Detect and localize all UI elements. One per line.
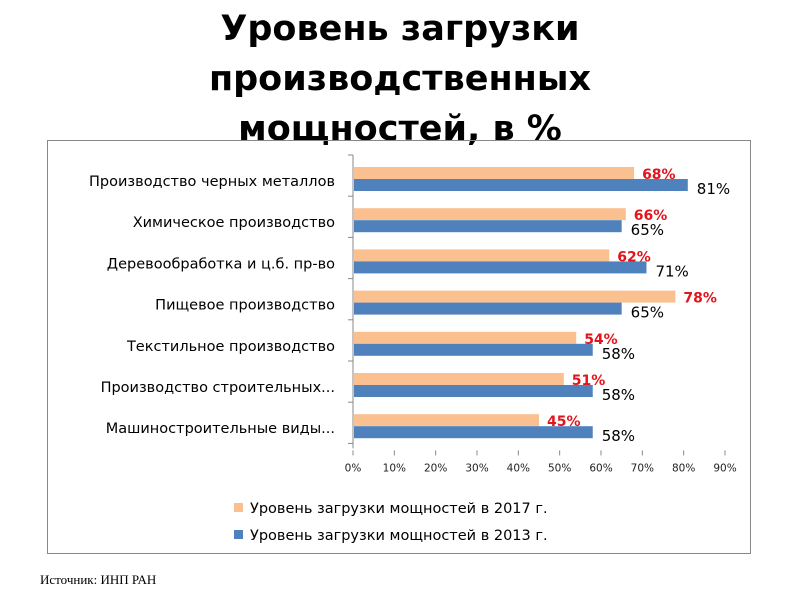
- bar-2013: [354, 385, 593, 397]
- bar-2017: [354, 331, 577, 344]
- title-line: мощностей, в %: [238, 109, 562, 149]
- category-label: Производство строительных...: [101, 380, 335, 396]
- data-label-2013: 65%: [631, 304, 664, 322]
- bar-2017: [354, 414, 539, 427]
- bar-2017: [354, 167, 635, 179]
- title-line: производственных: [208, 59, 592, 99]
- x-tick-label: 10%: [383, 462, 406, 474]
- x-tick-label: 0%: [345, 462, 362, 474]
- legend-label: Уровень загрузки мощностей в 2017 г.: [250, 501, 548, 517]
- data-label-2013: 58%: [602, 427, 635, 445]
- bar-2017: [354, 208, 626, 221]
- data-label-2013: 71%: [655, 262, 688, 280]
- source-note: Источник: ИНП РАН: [40, 572, 157, 587]
- legend-label: Уровень загрузки мощностей в 2013 г.: [250, 528, 548, 544]
- category-label: Пищевое производство: [155, 298, 335, 314]
- x-tick-label: 70%: [631, 462, 654, 474]
- x-tick-label: 50%: [548, 462, 571, 474]
- legend-swatch: [234, 503, 243, 512]
- bar-2013: [354, 426, 593, 439]
- x-tick-label: 20%: [424, 462, 447, 474]
- data-label-2017: 78%: [683, 291, 717, 307]
- x-tick-label: 90%: [713, 462, 736, 474]
- title-line: Уровень загрузки: [220, 9, 580, 49]
- x-tick-label: 40%: [507, 462, 530, 474]
- bar-2017: [354, 373, 564, 385]
- bar-2013: [354, 343, 593, 356]
- category-label: Текстильное производство: [126, 339, 335, 355]
- bar-2013: [354, 302, 622, 315]
- bar-2017: [354, 290, 676, 303]
- data-label-2013: 81%: [697, 180, 730, 198]
- chart-frame: [47, 140, 751, 554]
- category-label: Машиностроительные виды...: [106, 421, 335, 437]
- data-label-2013: 58%: [602, 386, 635, 404]
- x-tick-label: 30%: [465, 462, 488, 474]
- bar-2013: [354, 261, 647, 274]
- bar-2013: [354, 220, 622, 233]
- category-label: Деревообработка и ц.б. пр-во: [107, 256, 335, 272]
- data-label-2013: 58%: [602, 345, 635, 363]
- x-tick-label: 60%: [589, 462, 612, 474]
- bar-2013: [354, 179, 688, 191]
- data-label-2013: 65%: [631, 221, 664, 239]
- legend-swatch: [234, 530, 243, 539]
- category-label: Производство черных металлов: [89, 174, 335, 190]
- category-label: Химическое производство: [133, 215, 335, 231]
- x-tick-label: 80%: [672, 462, 695, 474]
- data-label-2017: 66%: [634, 208, 668, 224]
- bar-2017: [354, 249, 610, 262]
- page-title: Уровень загрузки производственных мощнос…: [0, 4, 800, 154]
